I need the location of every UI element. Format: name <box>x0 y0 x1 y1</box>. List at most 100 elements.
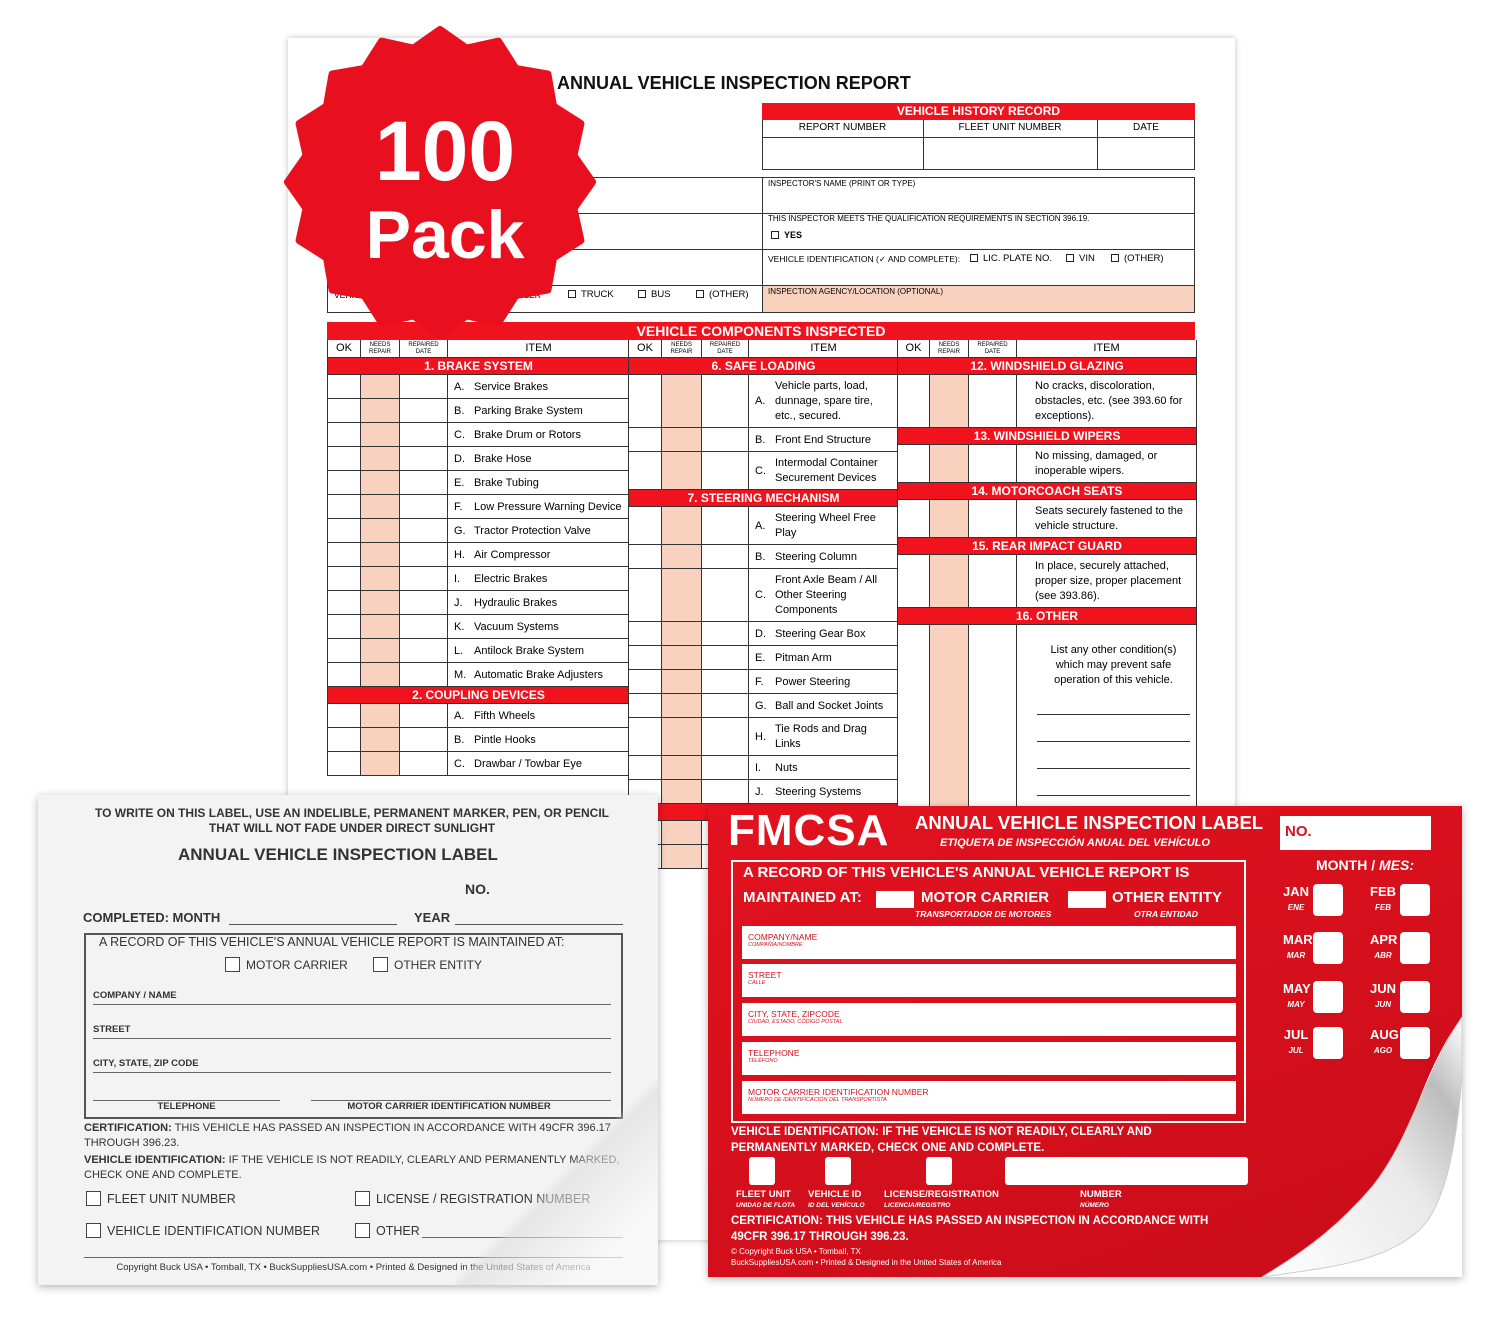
ok-cell <box>629 756 662 779</box>
component-row: I. Nuts <box>629 756 898 780</box>
item-text: No missing, damaged, or inoperable wiper… <box>1035 450 1158 477</box>
item-text: Steering Gear Box <box>775 627 866 640</box>
column-header: ITEM <box>810 342 837 354</box>
component-column: OK NEEDS REPAIR REPAIRED DATE ITEM 1. BRAKE … <box>327 340 630 776</box>
item-cell: C. Brake Drum or Rotors <box>448 423 629 446</box>
item-cell: B. Pintle Hooks <box>448 728 629 751</box>
header-row: OK NEEDS REPAIR REPAIRED DATE ITEM <box>898 340 1196 358</box>
repaired-date-cell <box>400 615 448 638</box>
vehicle-type-option-text: (OTHER) <box>709 289 749 300</box>
item-text: Intermodal Container Securement Devices <box>775 457 878 484</box>
field-line <box>93 1004 611 1005</box>
history-title: VEHICLE HISTORY RECORD <box>762 103 1195 120</box>
month: APR <box>1370 932 1398 947</box>
month-box <box>1313 932 1343 964</box>
ok-cell <box>629 821 662 844</box>
needs-repair-cell <box>361 728 400 751</box>
item-cell: C. Intermodal Container Securement Device… <box>749 452 898 489</box>
year: YEAR <box>414 910 451 925</box>
needs-repair-cell <box>930 500 969 537</box>
ok-cell <box>328 567 361 590</box>
repaired-date-cell <box>702 622 749 645</box>
month: FEB <box>1370 884 1396 899</box>
item-letter: H. <box>755 730 766 743</box>
item-cell: A. Fifth Wheels <box>448 704 629 727</box>
repaired-date-cell <box>702 718 749 755</box>
checkbox <box>771 231 779 239</box>
repaired-date-cell <box>702 428 749 451</box>
item-letter: C. <box>454 757 465 770</box>
column-header: NEEDS REPAIR <box>361 340 400 357</box>
needs-repair-cell <box>361 752 400 775</box>
item-text: Nuts <box>775 761 798 774</box>
id-option-es: NÚMERO <box>1080 1202 1109 1209</box>
ok-cell <box>328 471 361 494</box>
ok-cell <box>629 545 662 568</box>
repaired-date-cell <box>702 375 749 427</box>
ok-cell <box>328 728 361 751</box>
red-field-box <box>742 926 1236 959</box>
component-column: OK NEEDS REPAIR REPAIRED DATE ITEM 6. SAFE L… <box>628 340 899 869</box>
left-option-text: OTHER ENTITY <box>394 958 483 972</box>
repaired-date-cell <box>702 780 749 803</box>
left-field: STREET <box>93 1024 131 1035</box>
item-letter: B. <box>755 550 766 563</box>
month-line <box>229 924 397 925</box>
component-row: D. Steering Gear Box <box>629 622 898 646</box>
checkbox <box>1111 254 1119 262</box>
month-title-en: MONTH / <box>1316 857 1376 873</box>
agency-fill <box>763 286 1194 312</box>
section-header: 12. WINDSHIELD GLAZING <box>898 358 1196 375</box>
repaired-date-cell <box>400 399 448 422</box>
needs-repair-cell <box>662 780 702 803</box>
component-row: D. Brake Hose <box>328 447 629 471</box>
component-column: OK NEEDS REPAIR REPAIRED DATE ITEM 12. WINDS… <box>897 340 1197 827</box>
month: JUN <box>1370 981 1397 996</box>
month-title-es: MES: <box>1379 857 1414 873</box>
ok-cell <box>629 375 662 427</box>
component-row: L. Antilock Brake System <box>328 639 629 663</box>
left-number: NO. <box>465 881 490 897</box>
needs-repair-cell <box>361 591 400 614</box>
component-row: G. Ball and Socket Joints <box>629 694 898 718</box>
item-text: Ball and Socket Joints <box>775 699 884 712</box>
needs-repair-cell <box>662 670 702 693</box>
item-letter: F. <box>454 500 463 513</box>
item-cell: L. Antilock Brake System <box>448 639 629 662</box>
component-row: B. Steering Column <box>629 545 898 569</box>
red-field-es: COMPAÑÍA/NOMBRE <box>748 942 803 948</box>
left-check-text: VEHICLE IDENTIFICATION NUMBER <box>107 1224 320 1238</box>
badge-text: 100 <box>375 104 515 198</box>
red-subtitle: ETIQUETA DE INSPECCIÓN ANUAL DEL VEHÍCUL… <box>940 837 1210 849</box>
column-header: OK <box>629 340 662 357</box>
header-row: OK NEEDS REPAIR REPAIRED DATE ITEM <box>328 340 629 358</box>
checkbox <box>568 290 576 298</box>
item-text: Power Steering <box>775 675 851 688</box>
needs-repair-cell <box>361 519 400 542</box>
item-letter: J. <box>454 596 463 609</box>
red-field-es: NÚMERO DE IDENTIFICACIÓN DEL TRANSPORTIS… <box>748 1097 887 1103</box>
needs-repair-cell <box>361 423 400 446</box>
checkbox <box>1066 254 1074 262</box>
month: AUG <box>1370 1027 1399 1042</box>
red-field-es: TELÉFONO <box>748 1058 778 1064</box>
repaired-date-cell <box>400 567 448 590</box>
column-header: NEEDS REPAIR <box>930 340 969 357</box>
column-header: REPAIRED DATE <box>400 340 448 357</box>
column-header: ITEM <box>525 342 552 354</box>
item-cell: No missing, damaged, or inoperable wiper… <box>1017 445 1196 482</box>
needs-repair-cell <box>662 718 702 755</box>
field-line <box>93 1038 611 1039</box>
ok-cell <box>898 500 930 537</box>
item-cell: M. Automatic Brake Adjusters <box>448 663 629 686</box>
left-check-text: FLEET UNIT NUMBER <box>107 1192 236 1206</box>
needs-repair-cell <box>662 545 702 568</box>
month-es: AGO <box>1373 1046 1393 1055</box>
checkbox <box>355 1223 370 1238</box>
repaired-date-cell <box>400 447 448 470</box>
item-cell: J. Hydraulic Brakes <box>448 591 629 614</box>
needs-repair-cell <box>930 445 969 482</box>
component-row: A. Vehicle parts, load, dunnage, spare ti… <box>629 375 898 428</box>
needs-repair-cell <box>662 622 702 645</box>
ok-cell <box>629 718 662 755</box>
